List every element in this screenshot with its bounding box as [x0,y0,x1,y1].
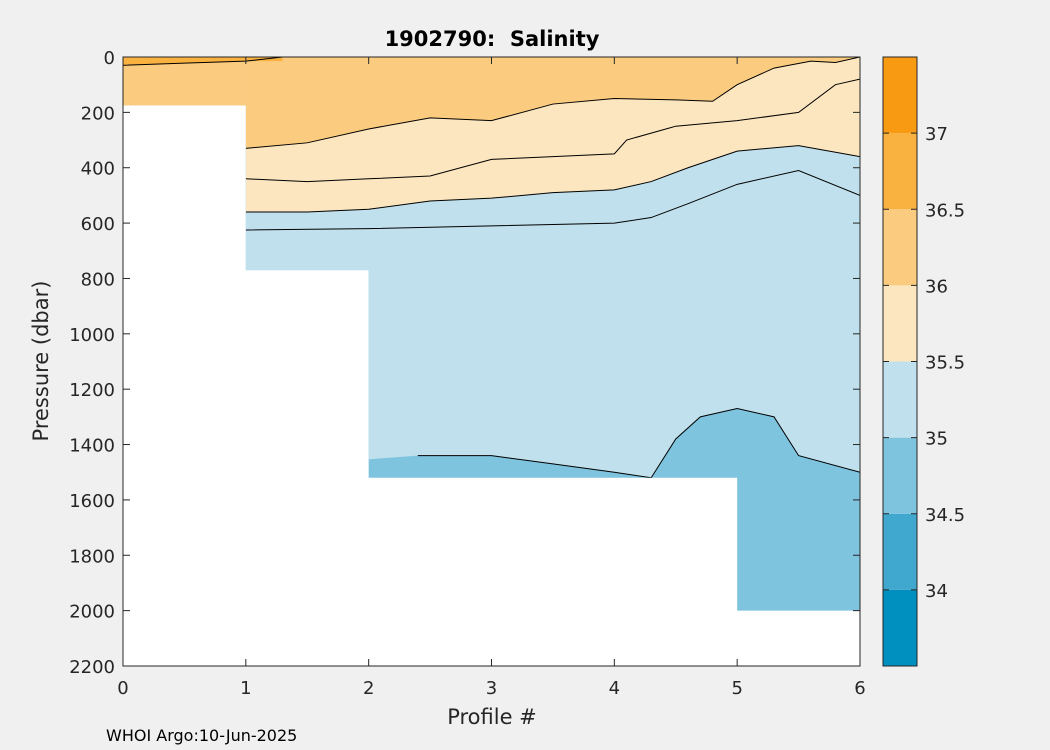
contour-line [245,169,861,231]
colorbar-tick-label: 36.5 [925,200,965,221]
colorbar-segment [883,513,917,590]
colorbar-tick-label: 35.5 [925,353,965,374]
y-tick-label: 600 [81,214,115,235]
contour-lines [123,57,861,479]
colorbar-tick-label: 34.5 [925,505,965,526]
y-axis-label: Pressure (dbar) [29,281,53,442]
plot-area [123,57,861,666]
y-tick-label: 400 [81,159,115,180]
x-tick-label: 0 [117,678,128,699]
colorbar-segment [883,589,917,666]
y-tick-label: 1600 [69,491,115,512]
colorbar-tick-label: 34 [925,581,948,602]
x-tick-label: 5 [731,678,742,699]
colorbar-tick-label: 37 [925,124,948,145]
x-tick-label: 1 [240,678,251,699]
colorbar-ticks: 34 34.5 35 35.5 36 36.5 37 [883,124,965,602]
salinity-band [123,57,246,106]
colorbar-segment [883,57,917,134]
x-axis-ticks: 0 1 2 3 4 5 6 [117,57,866,699]
colorbar-segment [883,285,917,362]
salinity-band [712,57,860,129]
colorbar [882,56,918,667]
salinity-band [123,57,283,62]
colorbar-segment [883,209,917,286]
y-tick-label: 1200 [69,380,115,401]
colorbar-segment [883,437,917,514]
colorbar-segment [883,361,917,438]
y-tick-label: 200 [81,103,115,124]
y-axis-ticks: 0 200 400 600 800 1000 1200 1400 1600 1800 2000 220… [69,48,860,678]
y-tick-label: 800 [81,269,115,290]
x-tick-label: 3 [486,678,497,699]
chart-title: 1902790: Salinity [385,27,600,51]
y-tick-label: 2200 [69,657,115,678]
x-axis-label: Profile # [447,705,537,729]
y-tick-label: 0 [104,48,115,69]
contour-line [245,145,861,213]
y-tick-label: 1400 [69,436,115,457]
x-tick-label: 4 [609,678,620,699]
contour-line [245,57,861,149]
contour-line [417,408,861,479]
footer-credit: WHOI Argo:10-Jun-2025 [106,726,297,745]
colorbar-tick-label: 36 [925,276,948,297]
colorbar-segment [883,133,917,210]
y-tick-label: 1000 [69,325,115,346]
salinity-band [245,57,861,149]
x-tick-label: 6 [854,678,865,699]
x-tick-label: 2 [363,678,374,699]
y-tick-label: 1800 [69,546,115,567]
contour-line [123,57,283,66]
y-tick-label: 2000 [69,602,115,623]
colorbar-tick-label: 35 [925,429,948,450]
contour-line [245,78,861,183]
